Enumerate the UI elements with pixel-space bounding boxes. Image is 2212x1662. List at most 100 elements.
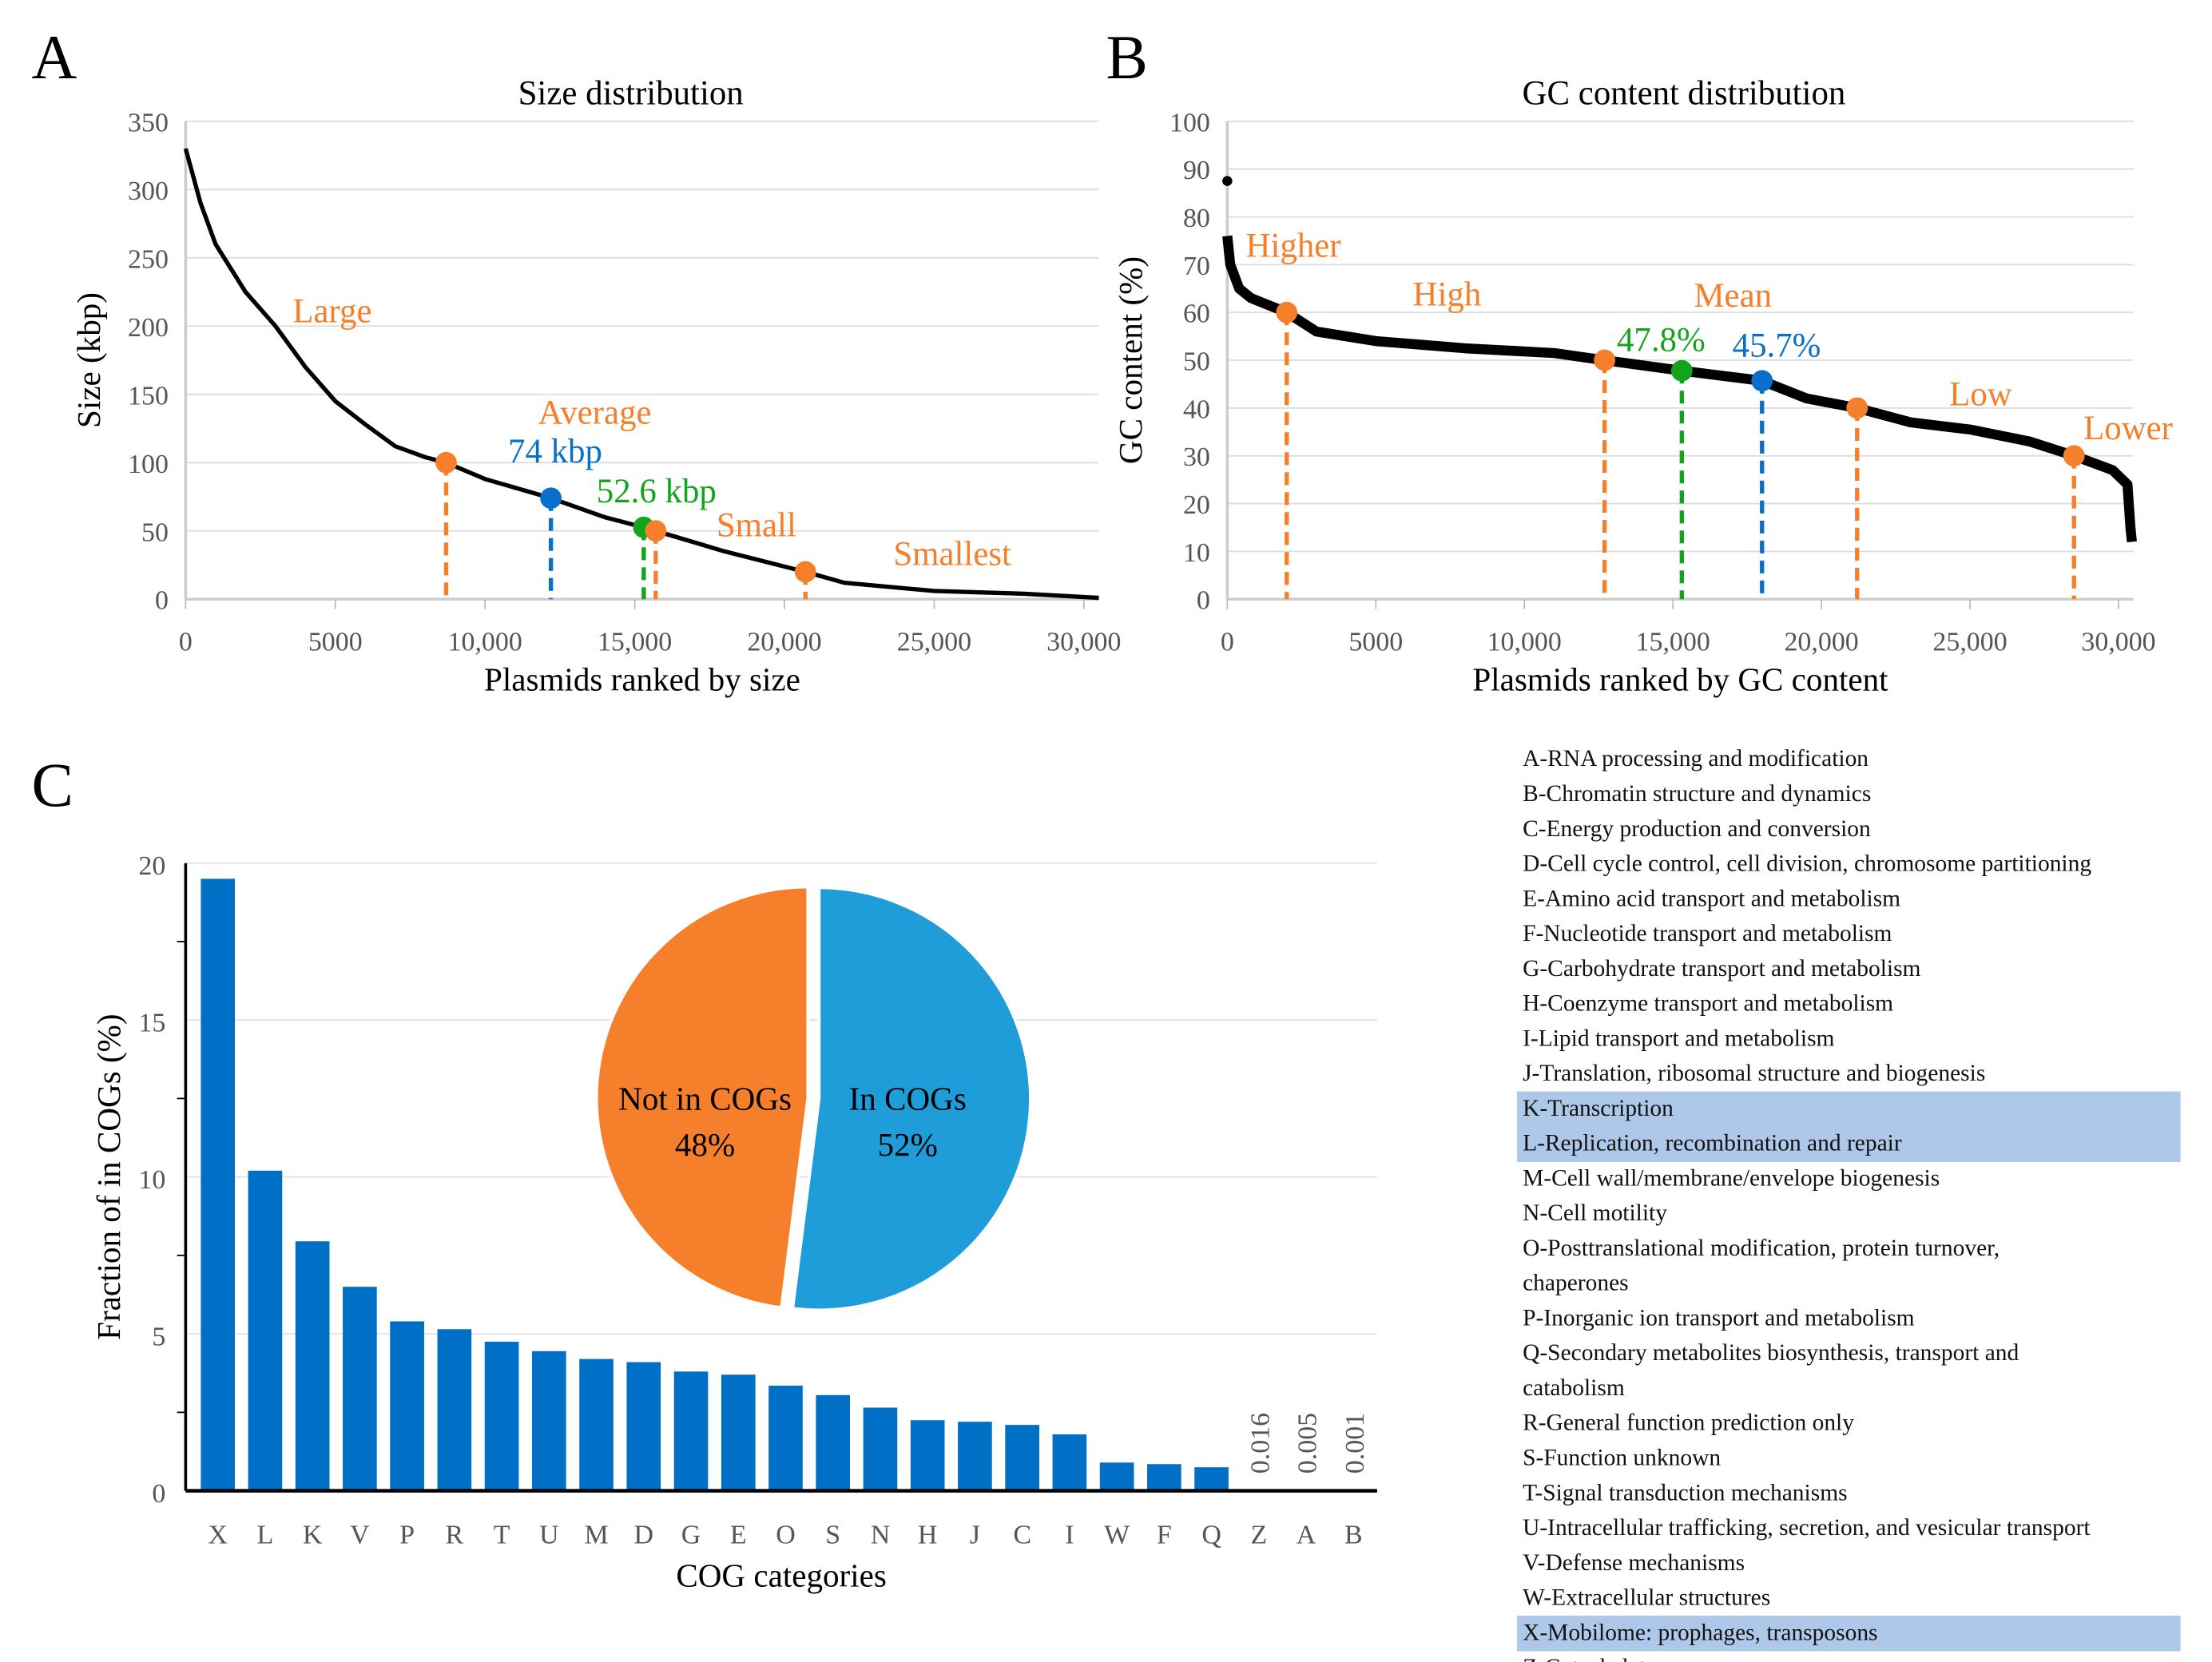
panel-label-b: B — [1106, 22, 1148, 92]
bar-F — [1147, 1464, 1181, 1491]
bar-E — [721, 1374, 756, 1491]
annotation-label: Higher — [1246, 228, 1341, 265]
legend-item: W-Extracellular structures — [1523, 1585, 1770, 1611]
y-tick-label: 0 — [155, 586, 169, 616]
pie-slice-label: In COGs — [849, 1081, 967, 1117]
y-tick-label: 10 — [1183, 538, 1210, 568]
data-line — [1222, 235, 2137, 543]
x-tick-label: I — [1065, 1521, 1074, 1550]
legend-item: F-Nucleotide transport and metabolism — [1523, 921, 1892, 946]
y-tick-label: 300 — [128, 177, 169, 206]
legend-highlight — [1516, 1615, 2181, 1652]
bar-I — [1052, 1434, 1087, 1491]
x-tick-label: T — [494, 1521, 510, 1550]
x-tick-label: P — [399, 1521, 415, 1550]
bar-S — [816, 1394, 851, 1491]
annotation-label: Low — [1949, 375, 2012, 413]
y-axis-label: Size (kbp) — [70, 292, 107, 428]
legend-item: L-Replication, recombination and repair — [1523, 1131, 1902, 1156]
bar-O — [768, 1386, 803, 1491]
bar-N — [863, 1407, 898, 1491]
y-tick-label: 350 — [128, 108, 169, 137]
marker-point — [1670, 359, 1693, 382]
bar-G — [673, 1371, 709, 1491]
legend-item: S-Function unknown — [1523, 1445, 1721, 1470]
bar-C — [1005, 1425, 1039, 1491]
y-tick-label: 20 — [1183, 490, 1210, 520]
y-tick-label: 250 — [128, 244, 169, 274]
x-tick-label: 5000 — [308, 628, 363, 657]
pie-slice-label: Not in COGs — [618, 1081, 792, 1117]
x-tick-label: H — [918, 1521, 938, 1550]
y-tick-label: 80 — [1183, 204, 1210, 233]
marker-point — [645, 520, 667, 542]
legend-item: X-Mobilome: prophages, transposons — [1523, 1620, 1877, 1645]
x-tick-label: 0 — [1221, 628, 1234, 657]
legend-item: Q-Secondary metabolites biosynthesis, tr… — [1523, 1340, 2019, 1366]
x-axis-label: Plasmids ranked by GC content — [1472, 661, 1888, 698]
x-tick-label: 10,000 — [1487, 628, 1562, 657]
x-tick-label: 20,000 — [747, 628, 821, 657]
annotation-label: 74 kbp — [508, 433, 602, 470]
marker-point — [1276, 301, 1298, 323]
marker-point — [435, 451, 457, 474]
x-axis-label: Plasmids ranked by size — [484, 661, 800, 698]
data-line — [183, 148, 1099, 601]
x-tick-label: E — [730, 1521, 747, 1550]
legend-item: R-General function prediction only — [1523, 1410, 1854, 1436]
y-tick-label: 20 — [138, 851, 165, 881]
x-tick-label: W — [1104, 1521, 1130, 1550]
x-tick-label: D — [634, 1521, 654, 1550]
x-tick-label: 5000 — [1348, 628, 1403, 657]
x-tick-label: Z — [1250, 1521, 1267, 1550]
legend-item: N-Cell motility — [1523, 1200, 1667, 1226]
y-tick-label: 100 — [1170, 108, 1210, 137]
x-tick-label: C — [1013, 1521, 1031, 1550]
x-tick-label: R — [446, 1521, 464, 1550]
annotation-label: Large — [292, 293, 371, 331]
marker-point — [2063, 445, 2085, 467]
y-tick-label: 50 — [1183, 347, 1210, 377]
y-tick-label: 0 — [1197, 586, 1210, 616]
annotation-label: Average — [538, 395, 652, 432]
x-tick-label: J — [970, 1521, 980, 1550]
y-tick-label: 150 — [128, 381, 169, 411]
legend-highlight — [1516, 1091, 2181, 1128]
size-distribution-chart: 0 50 100 150 200 250 300 350 0 5000 10,000 15,000 20… — [70, 74, 1121, 697]
bar-P — [390, 1321, 424, 1491]
x-tick-label: 25,000 — [1932, 628, 2007, 657]
legend-item: A-RNA processing and modification — [1523, 746, 1868, 772]
legend-highlight — [1516, 1126, 2181, 1162]
cog-legend: A-RNA processing and modification B-Chrom… — [1516, 746, 2181, 1662]
legend-item-continuation: chaperones — [1523, 1271, 1629, 1296]
bar-H — [910, 1420, 945, 1491]
x-tick-label: M — [584, 1521, 608, 1550]
x-tick-label: B — [1344, 1521, 1363, 1550]
pie-slice-percent: 48% — [675, 1126, 735, 1163]
x-tick-label: L — [257, 1521, 274, 1550]
bar-M — [579, 1359, 614, 1491]
chart-title: Size distribution — [518, 74, 744, 112]
bar-value-label: 0.005 — [1293, 1413, 1323, 1474]
marker-point — [1751, 370, 1773, 392]
legend-item: C-Energy production and conversion — [1523, 816, 1871, 842]
x-tick-label: V — [350, 1521, 370, 1550]
x-tick-label: N — [871, 1521, 891, 1550]
x-tick-label: S — [825, 1521, 840, 1550]
legend-item: P-Inorganic ion transport and metabolism — [1523, 1305, 1915, 1331]
bar-Q — [1194, 1467, 1229, 1491]
bar-D — [626, 1362, 661, 1491]
y-axis-label: GC content (%) — [1112, 256, 1149, 464]
bar-W — [1099, 1462, 1134, 1491]
bar-T — [484, 1341, 519, 1491]
legend-item: E-Amino acid transport and metabolism — [1523, 886, 1900, 911]
bar-V — [343, 1287, 377, 1491]
x-tick-label: 25,000 — [897, 628, 971, 657]
legend-item: M-Cell wall/membrane/envelope biogenesis — [1523, 1165, 1940, 1191]
x-axis-label: COG categories — [676, 1557, 887, 1593]
bar-L — [248, 1170, 283, 1491]
y-axis-label: Fraction of in COGs (%) — [90, 1013, 127, 1339]
outlier-point — [1222, 176, 1233, 186]
y-tick-label: 60 — [1183, 299, 1210, 329]
y-tick-label: 30 — [1183, 442, 1210, 472]
